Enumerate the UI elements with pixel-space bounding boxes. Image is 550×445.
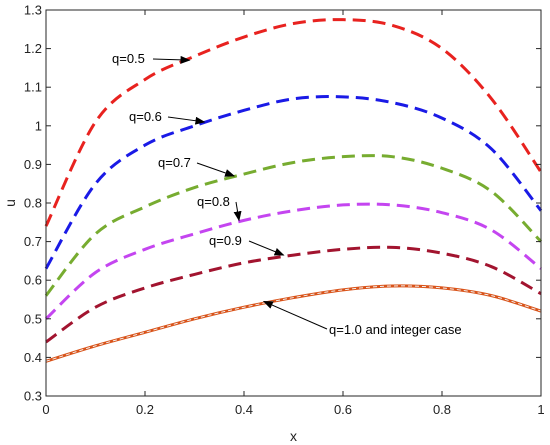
y-tick-label: 1 [35, 118, 42, 133]
x-tick-label: 0.8 [433, 402, 451, 417]
annotation-label: q=0.9 [209, 233, 242, 248]
annotation-label: q=0.5 [112, 51, 145, 66]
x-tick-label: 0 [42, 402, 49, 417]
x-tick-label: 0.6 [334, 402, 352, 417]
integer-case-line [45, 285, 542, 362]
y-axis-label: u [2, 199, 18, 207]
annotation-label: q=0.7 [158, 155, 191, 170]
series-line-4 [45, 245, 542, 344]
series-line-2 [44, 154, 543, 297]
y-tick-label: 0.4 [24, 350, 42, 365]
annotation-layer: q=0.5 q=0.6 q=0.7 q=0.8 q=0.9 q=1.0 and integ… [112, 51, 462, 337]
y-tick-label: 0.8 [24, 196, 42, 211]
plot-area [46, 10, 541, 396]
y-tick-label: 1.1 [24, 80, 42, 95]
annotation-arrow [248, 240, 285, 256]
y-tick-label: 0.3 [24, 389, 42, 404]
y-tick-label: 0.7 [24, 234, 42, 249]
y-tick-label: 1.3 [24, 3, 42, 18]
annotation-arrow [196, 162, 236, 177]
annotation-label: q=0.8 [197, 194, 230, 209]
annotation-arrow [167, 116, 206, 125]
annotation-arrow [233, 201, 242, 222]
x-tick-label: 1 [537, 402, 544, 417]
annotation-arrow [152, 55, 191, 64]
annotation-arrow [262, 300, 328, 330]
series-layer [44, 18, 543, 363]
x-axis-label: x [290, 428, 297, 444]
tick-layer: 0 0.2 0.4 0.6 0.8 1 0.3 0.4 0.5 0.6 0.7 0.8 0.9 1 1.1 1… [24, 3, 545, 418]
annotation-label: q=1.0 and integer case [329, 322, 462, 337]
y-tick-label: 0.9 [24, 157, 42, 172]
x-tick-label: 0.4 [235, 402, 253, 417]
annotation-label: q=0.6 [129, 109, 162, 124]
x-tick-label: 0.2 [136, 402, 154, 417]
series-line-3 [44, 202, 542, 320]
y-tick-label: 1.2 [24, 41, 42, 56]
y-tick-label: 0.6 [24, 273, 42, 288]
series-line-1 [44, 95, 543, 270]
y-tick-label: 0.5 [24, 311, 42, 326]
series-line-0 [44, 18, 543, 227]
